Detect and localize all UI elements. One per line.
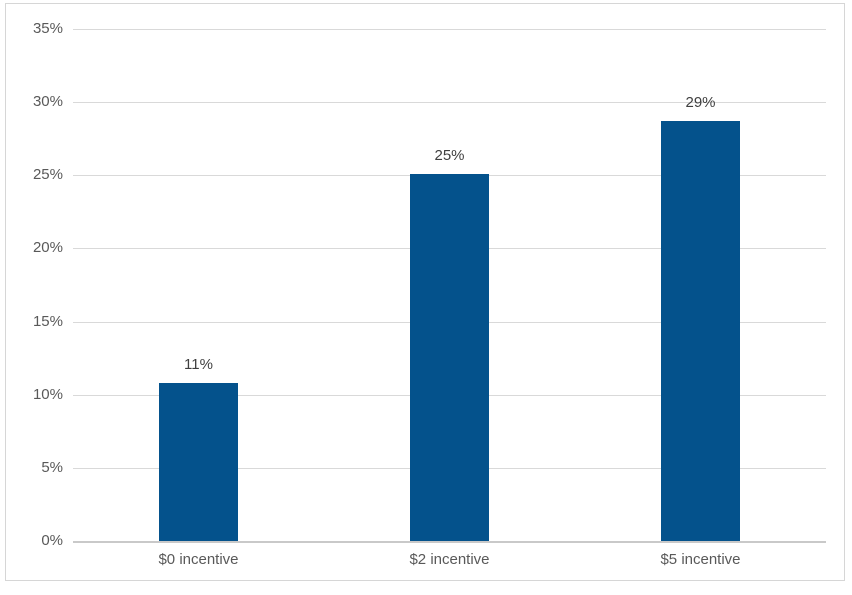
bar [159,383,238,541]
bar [661,121,740,541]
y-axis-tick-label: 20% [32,239,63,257]
bar-data-label: 25% [434,146,465,164]
gridline [73,102,826,104]
bar-data-label: 29% [685,94,716,112]
gridline [73,29,826,30]
y-axis-tick-label: 0% [41,532,63,549]
chart-frame: 35% 30% 25% 20% 15% 10% 5% 0% 11% $0 incentive 25%… [5,3,845,581]
x-axis-category-label: $2 incentive [409,551,490,568]
y-axis-tick-label: 15% [32,312,63,330]
bar [410,173,489,541]
y-axis-tick-label: 30% [32,93,63,111]
x-axis-category-label: $0 incentive [158,551,239,568]
bar-data-label: 11% [184,356,213,373]
y-axis-tick-label: 35% [32,20,63,37]
y-axis-tick-label: 10% [32,385,63,403]
x-axis-category-label: $5 incentive [660,551,741,568]
y-axis-tick-label: 25% [32,166,63,184]
x-axis-line [73,541,826,543]
y-axis-tick-label: 5% [41,458,63,476]
